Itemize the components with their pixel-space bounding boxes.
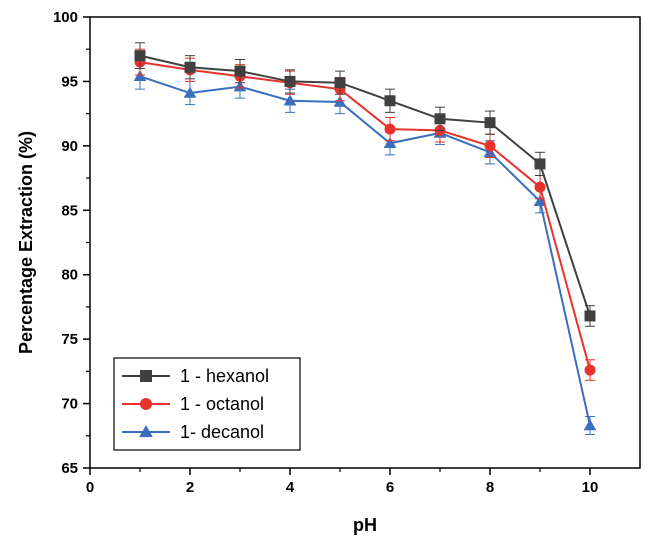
y-tick-label: 65 xyxy=(61,460,78,477)
data-point-circle xyxy=(534,181,546,193)
y-tick-label: 100 xyxy=(53,9,78,26)
data-point-square xyxy=(584,310,596,322)
x-tick-label: 0 xyxy=(86,479,94,496)
x-tick-label: 10 xyxy=(582,479,599,496)
data-point-square xyxy=(534,158,546,170)
legend-marker-square xyxy=(140,370,152,382)
data-point-square xyxy=(484,117,496,129)
data-point-triangle xyxy=(583,419,597,431)
x-tick-label: 6 xyxy=(386,479,394,496)
y-tick-label: 95 xyxy=(61,73,78,90)
x-tick-label: 2 xyxy=(186,479,194,496)
y-tick-label: 85 xyxy=(61,202,78,219)
data-point-circle xyxy=(484,140,496,152)
data-point-triangle xyxy=(383,136,397,149)
series-line xyxy=(139,54,591,317)
y-axis-title: Percentage Extraction (%) xyxy=(16,131,36,354)
data-point-square xyxy=(334,77,346,89)
y-tick-label: 75 xyxy=(61,331,78,348)
data-point-triangle xyxy=(183,86,197,98)
data-point-triangle xyxy=(533,194,547,207)
data-point-square xyxy=(284,75,296,87)
data-point-square xyxy=(134,50,146,62)
series-square xyxy=(134,42,596,327)
legend-label: 1 - octanol xyxy=(180,394,264,414)
y-tick-label: 70 xyxy=(61,396,78,413)
series-line xyxy=(139,75,591,426)
legend-marker-circle xyxy=(140,398,152,410)
series-layer xyxy=(133,42,597,435)
x-tick-label: 8 xyxy=(486,479,494,496)
data-point-circle xyxy=(384,123,396,135)
x-axis-title: pH xyxy=(353,515,377,535)
plot-frame xyxy=(89,16,641,469)
x-tick-label: 4 xyxy=(286,479,295,496)
data-point-triangle xyxy=(283,94,297,106)
legend-label: 1- decanol xyxy=(180,422,264,442)
legend-marker-triangle xyxy=(139,425,153,438)
data-point-circle xyxy=(584,364,596,376)
data-point-square xyxy=(184,61,196,73)
data-point-square xyxy=(234,65,246,77)
y-tick-label: 80 xyxy=(61,267,78,284)
data-point-square xyxy=(384,95,396,107)
data-point-square xyxy=(434,113,446,125)
legend: 1 - hexanol 1 - octanol 1- decanol xyxy=(113,357,301,451)
series-line xyxy=(139,61,591,371)
legend-label: 1 - hexanol xyxy=(180,366,269,386)
y-tick-label: 90 xyxy=(61,138,78,155)
